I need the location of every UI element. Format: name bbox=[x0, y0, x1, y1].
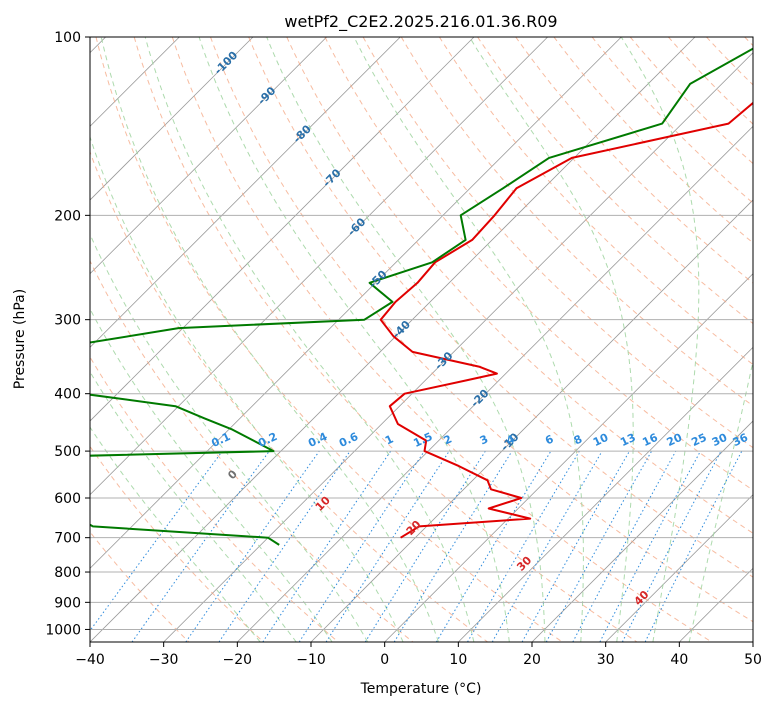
x-tick-label: −20 bbox=[223, 652, 253, 668]
isotherm-line bbox=[90, 37, 696, 642]
x-tick-label: −40 bbox=[75, 652, 105, 668]
isotherm-line bbox=[237, 125, 753, 642]
isotherm-line bbox=[90, 37, 622, 569]
mixing-ratio-line bbox=[545, 450, 653, 642]
y-tick-label: 100 bbox=[54, 30, 81, 46]
moist-adiabat-line bbox=[353, 37, 584, 642]
dry-adiabat-line bbox=[362, 37, 753, 449]
dry-adiabat-line bbox=[210, 37, 753, 623]
x-tick-label: 50 bbox=[744, 652, 762, 668]
mixing-ratio-label: 16 bbox=[640, 431, 660, 449]
x-tick-label: 30 bbox=[597, 652, 615, 668]
x-tick-label: −10 bbox=[296, 652, 326, 668]
y-tick-label: 400 bbox=[54, 387, 81, 403]
moist-adiabat-line bbox=[90, 426, 261, 642]
moist-adiabat-line bbox=[100, 37, 439, 642]
x-tick-label: −30 bbox=[149, 652, 179, 668]
dry-adiabat-line bbox=[171, 37, 712, 642]
moist-adiabat-line bbox=[620, 37, 700, 642]
dry-adiabat-line bbox=[477, 37, 753, 325]
moist-adiabat-line bbox=[90, 232, 369, 642]
sounding-series bbox=[90, 47, 753, 546]
dry-adiabat-line bbox=[133, 37, 638, 642]
dry-adiabat-line bbox=[438, 37, 753, 366]
mixing-ratio-label: 10 bbox=[591, 431, 611, 449]
isotherm-line bbox=[90, 37, 254, 201]
y-tick-label: 900 bbox=[54, 595, 81, 611]
mixing-ratio-line bbox=[262, 450, 392, 642]
y-axis-ticks: 100 200 300 400 500 600 700 800 900 1000 bbox=[45, 30, 90, 638]
mixing-ratio-line bbox=[131, 450, 270, 642]
y-tick-label: 500 bbox=[54, 444, 81, 460]
y-axis-title: Pressure (hPa) bbox=[12, 289, 28, 389]
moist-adiabat-line bbox=[90, 370, 297, 642]
isotherm-line bbox=[90, 37, 475, 422]
dry-adiabat-line bbox=[629, 37, 753, 165]
dry-adiabat-line bbox=[400, 37, 753, 407]
y-tick-label: 300 bbox=[54, 313, 81, 329]
mixing-ratio-line bbox=[325, 450, 450, 642]
mixing-ratio-line bbox=[644, 450, 743, 642]
plot-frame bbox=[89, 36, 754, 643]
y-tick-label: 1000 bbox=[45, 622, 81, 638]
isotherm-line bbox=[90, 37, 327, 275]
x-tick-label: 20 bbox=[523, 652, 541, 668]
isotherm-line bbox=[458, 346, 753, 642]
mixing-ratio-label: 30 bbox=[710, 431, 730, 449]
mixing-ratio-line bbox=[298, 450, 425, 642]
moist-adiabat-line bbox=[144, 37, 475, 642]
mixing-ratio-lines bbox=[90, 450, 743, 642]
dry-adiabat-line bbox=[324, 37, 753, 491]
mixing-ratio-line bbox=[393, 450, 513, 642]
mixing-ratio-line bbox=[521, 450, 630, 642]
dry-adiabat-line bbox=[90, 531, 190, 642]
dry-adiabat-line bbox=[90, 445, 264, 642]
moist-adiabat-line bbox=[90, 135, 404, 642]
mixing-ratio-line bbox=[185, 450, 320, 642]
mixing-ratio-line bbox=[218, 450, 351, 642]
isotherm-line bbox=[90, 37, 548, 496]
mixing-ratio-line bbox=[90, 450, 223, 632]
mixing-ratio-label: 20 bbox=[665, 431, 685, 449]
mixing-ratio-label: 36 bbox=[731, 431, 751, 449]
mixing-ratio-line bbox=[572, 450, 677, 642]
dry-adiabat-line bbox=[591, 37, 753, 204]
isotherm-line bbox=[384, 273, 753, 642]
x-tick-label: 0 bbox=[380, 652, 389, 668]
dry-adiabat-line bbox=[515, 37, 753, 284]
dewpoint-profile-line bbox=[90, 47, 753, 546]
isotherm-line bbox=[605, 494, 753, 642]
pressure-gridlines bbox=[90, 37, 753, 630]
isotherm-line bbox=[531, 420, 753, 642]
temperature-profile-line bbox=[379, 101, 753, 539]
dry-adiabat-line bbox=[248, 37, 753, 578]
x-tick-label: 10 bbox=[449, 652, 467, 668]
chart-title: wetPf2_C2E2.2025.216.01.36.R09 bbox=[284, 12, 557, 32]
mixing-ratio-label: 25 bbox=[689, 431, 708, 449]
isotherm-line bbox=[90, 37, 401, 348]
y-tick-label: 800 bbox=[54, 565, 81, 581]
x-axis-ticks: −40 −30 −20 −10 0 10 20 30 40 50 bbox=[75, 642, 762, 668]
mixing-ratio-label: 13 bbox=[618, 431, 637, 449]
y-tick-label: 600 bbox=[54, 491, 81, 507]
isotherm-line bbox=[310, 199, 753, 642]
y-tick-label: 700 bbox=[54, 531, 81, 547]
moist-adiabat-line bbox=[266, 37, 546, 642]
x-tick-label: 40 bbox=[670, 652, 688, 668]
x-axis-title: Temperature (°C) bbox=[360, 681, 482, 697]
y-tick-label: 200 bbox=[54, 208, 81, 224]
